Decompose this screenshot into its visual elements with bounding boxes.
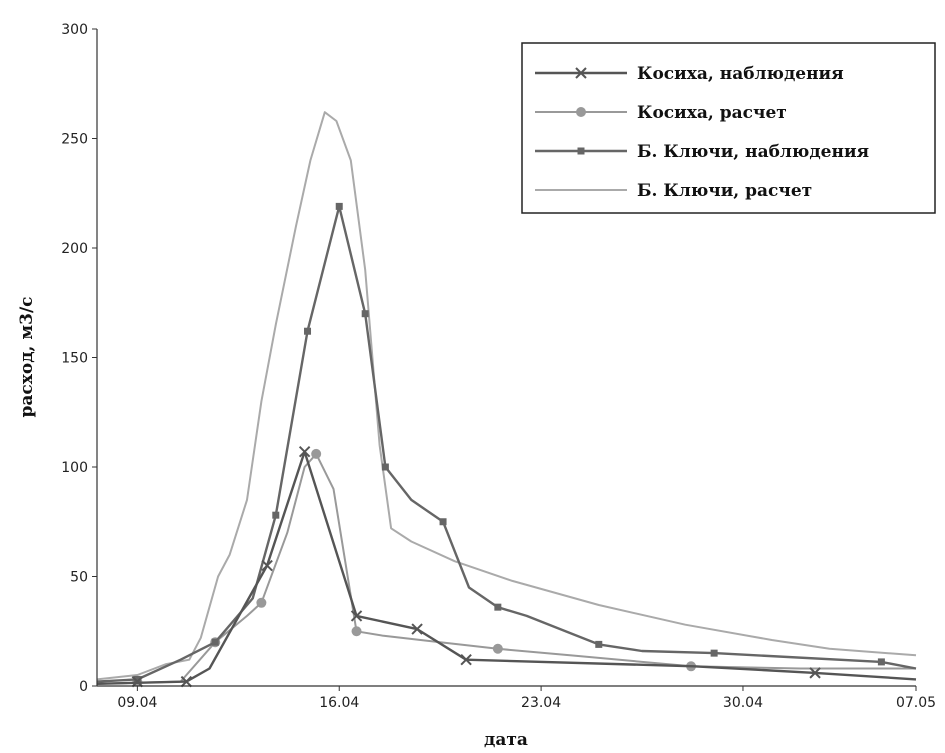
legend-marker bbox=[577, 147, 585, 155]
series-3-point bbox=[595, 640, 603, 648]
series-line-2 bbox=[96, 452, 916, 685]
series-1-point bbox=[411, 623, 423, 635]
series-3-point bbox=[381, 463, 389, 471]
x-tick-label: 30.04 bbox=[723, 695, 763, 711]
series-2-point bbox=[311, 448, 322, 459]
series-3-point bbox=[211, 638, 219, 646]
x-tick-label: 23.04 bbox=[521, 695, 561, 711]
series-1-point bbox=[261, 559, 273, 572]
legend-entry-label: Б. Ключи, расчет bbox=[637, 181, 812, 201]
y-tick-label: 0 bbox=[79, 679, 88, 695]
series-3-point bbox=[304, 327, 312, 335]
x-axis: 09.04 16.04 23.04 30.04 07.05 bbox=[97, 685, 936, 711]
legend: Косиха, наблюдения Косиха, расчет Б. Ключи… bbox=[521, 42, 936, 214]
y-tick-label: 300 bbox=[61, 22, 88, 38]
y-tick-label: 250 bbox=[61, 132, 88, 148]
y-tick-label: 150 bbox=[61, 351, 88, 367]
x-tick-label: 09.04 bbox=[117, 695, 157, 711]
series-3-point bbox=[133, 675, 141, 683]
series-1-point bbox=[180, 675, 193, 688]
legend-entry-label: Косиха, расчет bbox=[637, 103, 787, 123]
legend-box bbox=[521, 42, 936, 214]
legend-marker bbox=[575, 67, 587, 79]
legend-marker bbox=[576, 107, 586, 117]
y-axis-title: расход, м3/с bbox=[17, 296, 37, 417]
series-1-point bbox=[131, 675, 144, 688]
x-tick-label: 16.04 bbox=[319, 695, 359, 711]
series-line-3 bbox=[96, 205, 917, 683]
series-1-point bbox=[350, 610, 363, 622]
series-3-point bbox=[335, 202, 343, 210]
x-axis-title: дата bbox=[484, 730, 528, 750]
series-2-point bbox=[256, 597, 267, 608]
series-3-point bbox=[439, 518, 447, 526]
series-2-point bbox=[492, 643, 503, 654]
series-3-point bbox=[877, 658, 885, 666]
y-tick-label: 100 bbox=[61, 460, 88, 476]
series-2-point bbox=[351, 626, 362, 637]
y-tick-label: 200 bbox=[61, 241, 88, 257]
legend-entry-label: Б. Ключи, наблюдения bbox=[637, 142, 869, 162]
series-1-point bbox=[460, 654, 472, 666]
x-tick-label: 07.05 bbox=[896, 695, 936, 711]
series-1-point bbox=[298, 445, 311, 458]
y-tick-label: 50 bbox=[70, 570, 88, 586]
series-3-point bbox=[361, 310, 369, 318]
series-3-point bbox=[494, 603, 502, 611]
series-3-point bbox=[272, 511, 280, 519]
y-axis: 0 50 100 150 200 250 300 bbox=[61, 22, 98, 695]
legend-entry-label: Косиха, наблюдения bbox=[637, 64, 844, 84]
series-line-4 bbox=[96, 111, 917, 681]
series-3-point bbox=[710, 649, 718, 657]
series-1-point bbox=[809, 667, 821, 679]
plot-area bbox=[96, 111, 917, 688]
